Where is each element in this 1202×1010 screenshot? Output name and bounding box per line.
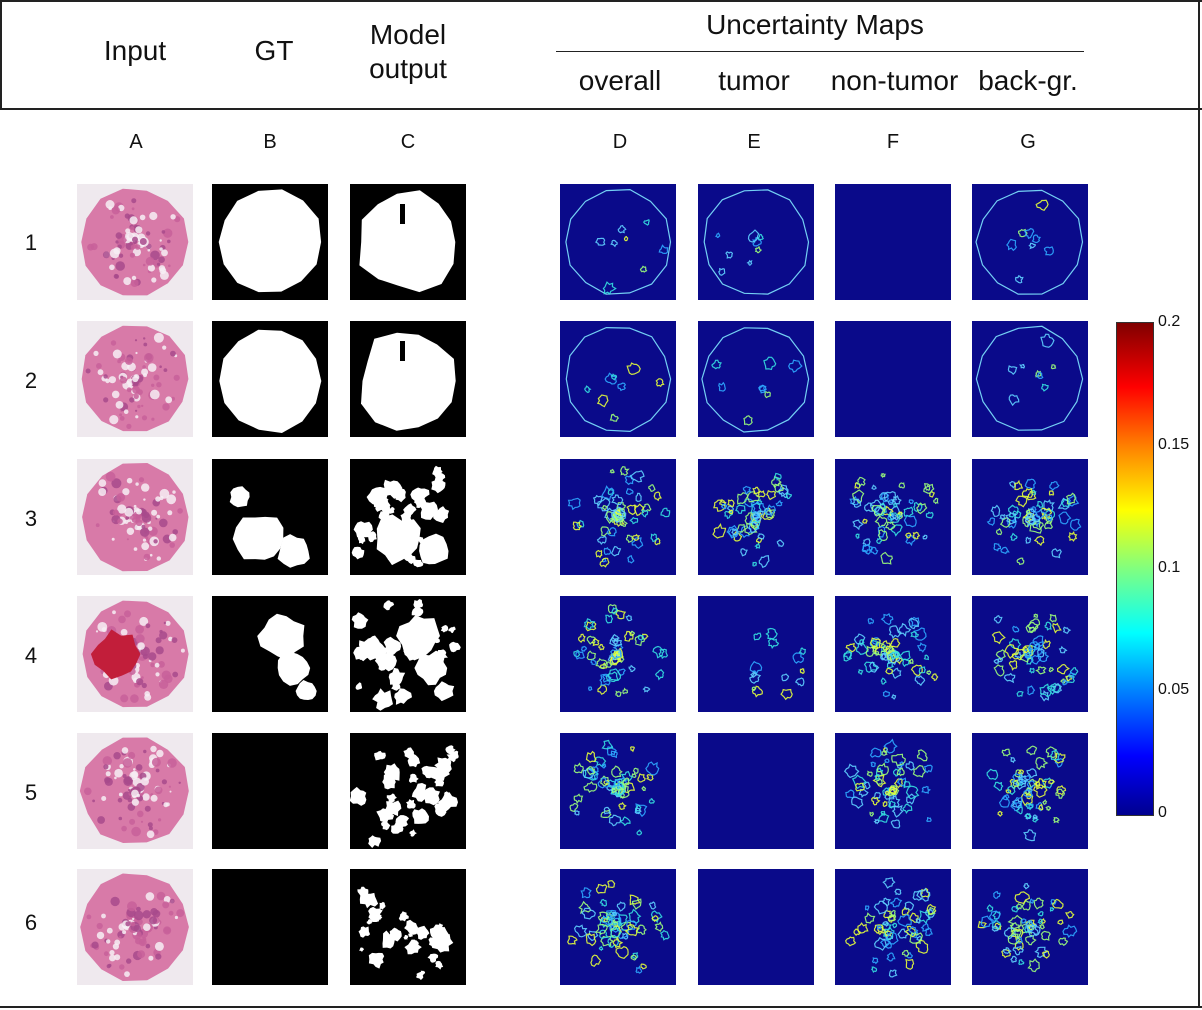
- tile-row2-input: [77, 321, 193, 437]
- col-letter-e: E: [747, 131, 761, 153]
- tile-row1-uncertainty-non-tumor: [835, 184, 951, 300]
- tile-row3-uncertainty-background: [972, 459, 1088, 575]
- tile-row3-model-output: [350, 459, 466, 575]
- tile-row2-uncertainty-overall: [560, 321, 676, 437]
- tile-row4-uncertainty-background: [972, 596, 1088, 712]
- tile-row4-uncertainty-overall: [560, 596, 676, 712]
- tile-row2-uncertainty-tumor: [698, 321, 814, 437]
- col-letter-g: G: [1020, 131, 1036, 153]
- row-number-4: 4: [24, 643, 38, 668]
- tile-row2-uncertainty-background: [972, 321, 1088, 437]
- tile-row5-uncertainty-tumor: [698, 733, 814, 849]
- tile-row4-uncertainty-tumor: [698, 596, 814, 712]
- row-number-5: 5: [24, 780, 38, 805]
- uncertainty-underline: [556, 51, 1084, 52]
- col-letter-f: F: [886, 131, 900, 153]
- tile-row6-uncertainty-background: [972, 869, 1088, 985]
- header-uncertainty-maps: Uncertainty Maps: [706, 9, 924, 40]
- colorbar: [1116, 322, 1154, 816]
- tile-row3-uncertainty-non-tumor: [835, 459, 951, 575]
- tile-row3-uncertainty-overall: [560, 459, 676, 575]
- colorbar-tick-0.1: 0.1: [1158, 559, 1181, 576]
- tile-row4-input: [77, 596, 193, 712]
- header-sub-overall: overall: [578, 65, 662, 96]
- row-number-3: 3: [24, 506, 38, 531]
- left-border: [0, 0, 2, 110]
- header-sub-tumor: tumor: [718, 65, 790, 96]
- col-letter-d: D: [612, 131, 628, 153]
- row-number-2: 2: [24, 368, 38, 393]
- tile-row4-gt: [212, 596, 328, 712]
- tile-row3-uncertainty-tumor: [698, 459, 814, 575]
- tile-row4-uncertainty-non-tumor: [835, 596, 951, 712]
- tile-row5-uncertainty-background: [972, 733, 1088, 849]
- top-border: [0, 0, 1202, 2]
- tile-row6-uncertainty-overall: [560, 869, 676, 985]
- tile-row2-model-output: [350, 321, 466, 437]
- tile-row6-input: [77, 869, 193, 985]
- tile-row6-model-output: [350, 869, 466, 985]
- col-letter-b: B: [263, 131, 277, 153]
- bottom-border: [0, 1006, 1202, 1008]
- tile-row2-gt: [212, 321, 328, 437]
- header-input: Input: [103, 35, 167, 66]
- tile-row1-uncertainty-background: [972, 184, 1088, 300]
- header-sub-non-tumor: non-tumor: [830, 65, 959, 96]
- colorbar-tick-0.15: 0.15: [1158, 436, 1190, 453]
- col-letter-a: A: [129, 131, 143, 153]
- tile-row4-model-output: [350, 596, 466, 712]
- tile-row1-gt: [212, 184, 328, 300]
- tile-row5-input: [77, 733, 193, 849]
- tile-row6-gt: [212, 869, 328, 985]
- tile-row5-uncertainty-overall: [560, 733, 676, 849]
- tile-row1-uncertainty-overall: [560, 184, 676, 300]
- tile-row6-uncertainty-tumor: [698, 869, 814, 985]
- tile-row5-gt: [212, 733, 328, 849]
- header-sub-background: back-gr.: [978, 65, 1078, 96]
- tile-row3-input: [77, 459, 193, 575]
- tile-row2-uncertainty-non-tumor: [835, 321, 951, 437]
- right-border: [1198, 0, 1200, 1008]
- tile-row6-uncertainty-non-tumor: [835, 869, 951, 985]
- colorbar-tick-0: 0: [1158, 804, 1167, 821]
- tile-row1-model-output: [350, 184, 466, 300]
- tile-row5-uncertainty-non-tumor: [835, 733, 951, 849]
- colorbar-tick-0.2: 0.2: [1158, 313, 1181, 330]
- header-divider: [0, 108, 1202, 110]
- tile-row1-uncertainty-tumor: [698, 184, 814, 300]
- tile-row1-input: [77, 184, 193, 300]
- row-number-1: 1: [24, 230, 38, 255]
- col-letter-c: C: [400, 131, 416, 153]
- header-gt: GT: [254, 35, 294, 66]
- tile-row3-gt: [212, 459, 328, 575]
- row-number-6: 6: [24, 910, 38, 935]
- tile-row5-model-output: [350, 733, 466, 849]
- colorbar-tick-0.05: 0.05: [1158, 681, 1190, 698]
- header-model-output: Model output: [369, 19, 447, 84]
